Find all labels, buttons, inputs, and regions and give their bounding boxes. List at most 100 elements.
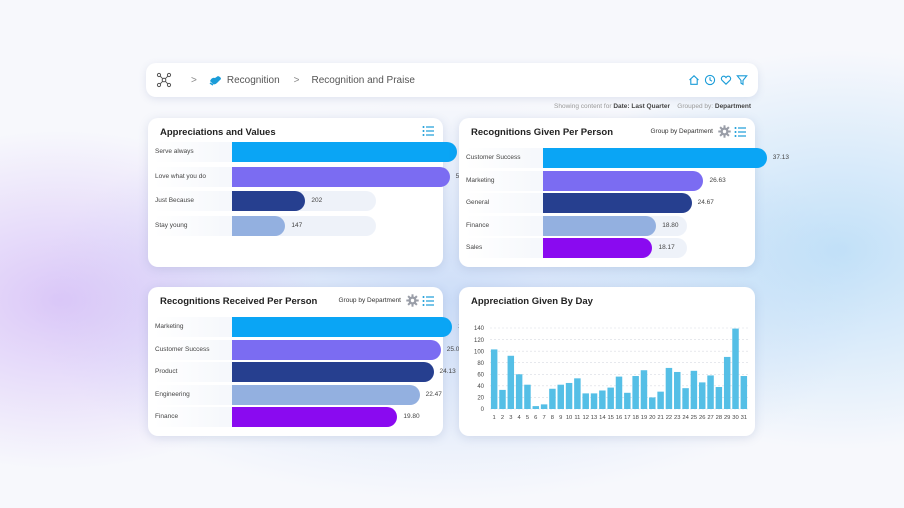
x-tick-label: 19 (641, 415, 647, 421)
x-tick-label: 17 (624, 415, 630, 421)
day-bar[interactable] (698, 382, 706, 409)
list-icon[interactable] (422, 125, 435, 137)
x-tick-label: 13 (591, 415, 597, 421)
day-bar[interactable] (582, 393, 589, 409)
x-tick-label: 25 (691, 415, 697, 421)
breadcrumb-current-page: Recognition and Praise (311, 74, 415, 86)
x-tick-label: 30 (732, 415, 738, 421)
bar-fill[interactable] (543, 148, 767, 168)
history-icon[interactable] (704, 74, 716, 86)
y-tick-label: 20 (477, 396, 484, 402)
day-bar[interactable] (715, 387, 723, 409)
bar-row[interactable]: Love what you do599 (148, 166, 467, 187)
bar-row[interactable]: Finance 18.80 (459, 215, 749, 236)
group-by-label[interactable]: Group by Department (338, 297, 401, 304)
group-by-label[interactable]: Group by Department (650, 128, 713, 135)
bar-fill[interactable] (232, 407, 398, 427)
bar-label: Engineering (155, 390, 190, 398)
filter-icon[interactable] (736, 74, 748, 86)
day-bar[interactable] (740, 376, 748, 409)
day-bar[interactable] (540, 404, 548, 409)
day-bar[interactable] (507, 355, 515, 409)
bar-fill[interactable] (232, 362, 434, 382)
bar-fill[interactable] (543, 193, 692, 213)
list-icon[interactable] (422, 295, 435, 307)
day-bar[interactable] (674, 371, 681, 409)
bar-row[interactable]: Engineering 22.47 (148, 384, 442, 405)
day-bar[interactable] (632, 376, 639, 409)
recognitions-given-card: Recognitions Given Per Person Group by D… (459, 118, 789, 267)
bar-row[interactable]: Just Because 202 (148, 191, 438, 212)
filter-date-value[interactable]: Last Quarter (631, 103, 671, 110)
y-tick-label: 40 (477, 384, 484, 390)
day-bar[interactable] (549, 388, 556, 409)
day-bar[interactable] (682, 388, 689, 409)
day-bar[interactable] (615, 376, 623, 409)
breadcrumb-recognition[interactable]: Recognition (226, 74, 280, 86)
day-bar[interactable] (624, 392, 631, 409)
gear-icon[interactable] (718, 125, 731, 138)
bar-row[interactable]: Stay young 147 (148, 216, 438, 237)
day-bar[interactable] (723, 356, 731, 409)
day-bar[interactable] (599, 390, 606, 409)
x-tick-label: 20 (649, 415, 655, 421)
day-bar[interactable] (532, 406, 540, 409)
x-tick-label: 27 (707, 415, 713, 421)
bar-fill[interactable] (232, 317, 453, 337)
heart-icon[interactable] (720, 74, 732, 86)
day-bar[interactable] (574, 378, 581, 409)
bar-fill[interactable] (232, 166, 450, 187)
bar-value: 25.00 (446, 345, 464, 353)
bar-fill[interactable] (232, 216, 286, 237)
day-bar[interactable] (640, 370, 648, 409)
network-logo-icon[interactable] (156, 72, 172, 88)
bar-row[interactable]: Finance 19.80 (148, 407, 438, 427)
bar-fill[interactable] (543, 215, 657, 236)
bar-fill[interactable] (232, 339, 441, 360)
day-bar[interactable] (490, 349, 498, 409)
bar-label: General (466, 199, 490, 206)
bar-row[interactable]: Customer Success 25.00 (148, 339, 463, 360)
day-bar[interactable] (515, 374, 523, 409)
day-bar[interactable] (524, 384, 531, 409)
breadcrumb-separator: > (191, 74, 197, 86)
day-bar[interactable] (607, 387, 614, 409)
day-bar[interactable] (590, 393, 598, 409)
day-bar[interactable] (732, 328, 739, 409)
day-bar[interactable] (557, 384, 564, 409)
bar-row[interactable]: Customer Success 37.13 (459, 148, 789, 168)
x-tick-label: 6 (534, 415, 537, 421)
bar-row[interactable]: General 24.67 (459, 193, 749, 213)
bar-row[interactable]: Marketing 26.63 (459, 170, 749, 191)
x-tick-label: 28 (716, 415, 722, 421)
bar-label: Stay young (155, 222, 188, 230)
bar-fill[interactable] (543, 238, 653, 258)
top-navigation-bar: > Recognition > Recognition and Praise (146, 63, 758, 97)
filter-group-value[interactable]: Department (714, 103, 751, 110)
x-tick-label: 10 (566, 415, 572, 421)
day-bar[interactable] (499, 389, 506, 409)
bar-row[interactable]: Serve always618 (148, 142, 473, 162)
day-bar[interactable] (665, 367, 673, 409)
day-bar[interactable] (565, 382, 573, 409)
bar-fill[interactable] (232, 191, 306, 212)
list-icon[interactable] (734, 126, 747, 138)
bar-row[interactable]: Product 24.13 (148, 362, 456, 382)
bar-fill[interactable] (232, 142, 457, 162)
x-tick-label: 26 (699, 415, 705, 421)
x-tick-label: 2 (501, 415, 504, 421)
day-bar[interactable] (649, 397, 656, 409)
day-bar[interactable] (657, 391, 664, 409)
day-bar[interactable] (690, 370, 698, 409)
bar-value: 202 (311, 197, 323, 205)
bar-fill[interactable] (543, 170, 704, 191)
gear-icon[interactable] (406, 294, 419, 307)
bar-label: Love what you do (155, 172, 206, 180)
bar-row[interactable]: Sales 18.17 (459, 238, 749, 258)
home-icon[interactable] (688, 74, 700, 86)
bar-value: 18.80 (662, 221, 679, 229)
day-bar[interactable] (707, 375, 714, 409)
bar-fill[interactable] (232, 384, 420, 405)
card-tools: Group by Department (338, 294, 435, 307)
